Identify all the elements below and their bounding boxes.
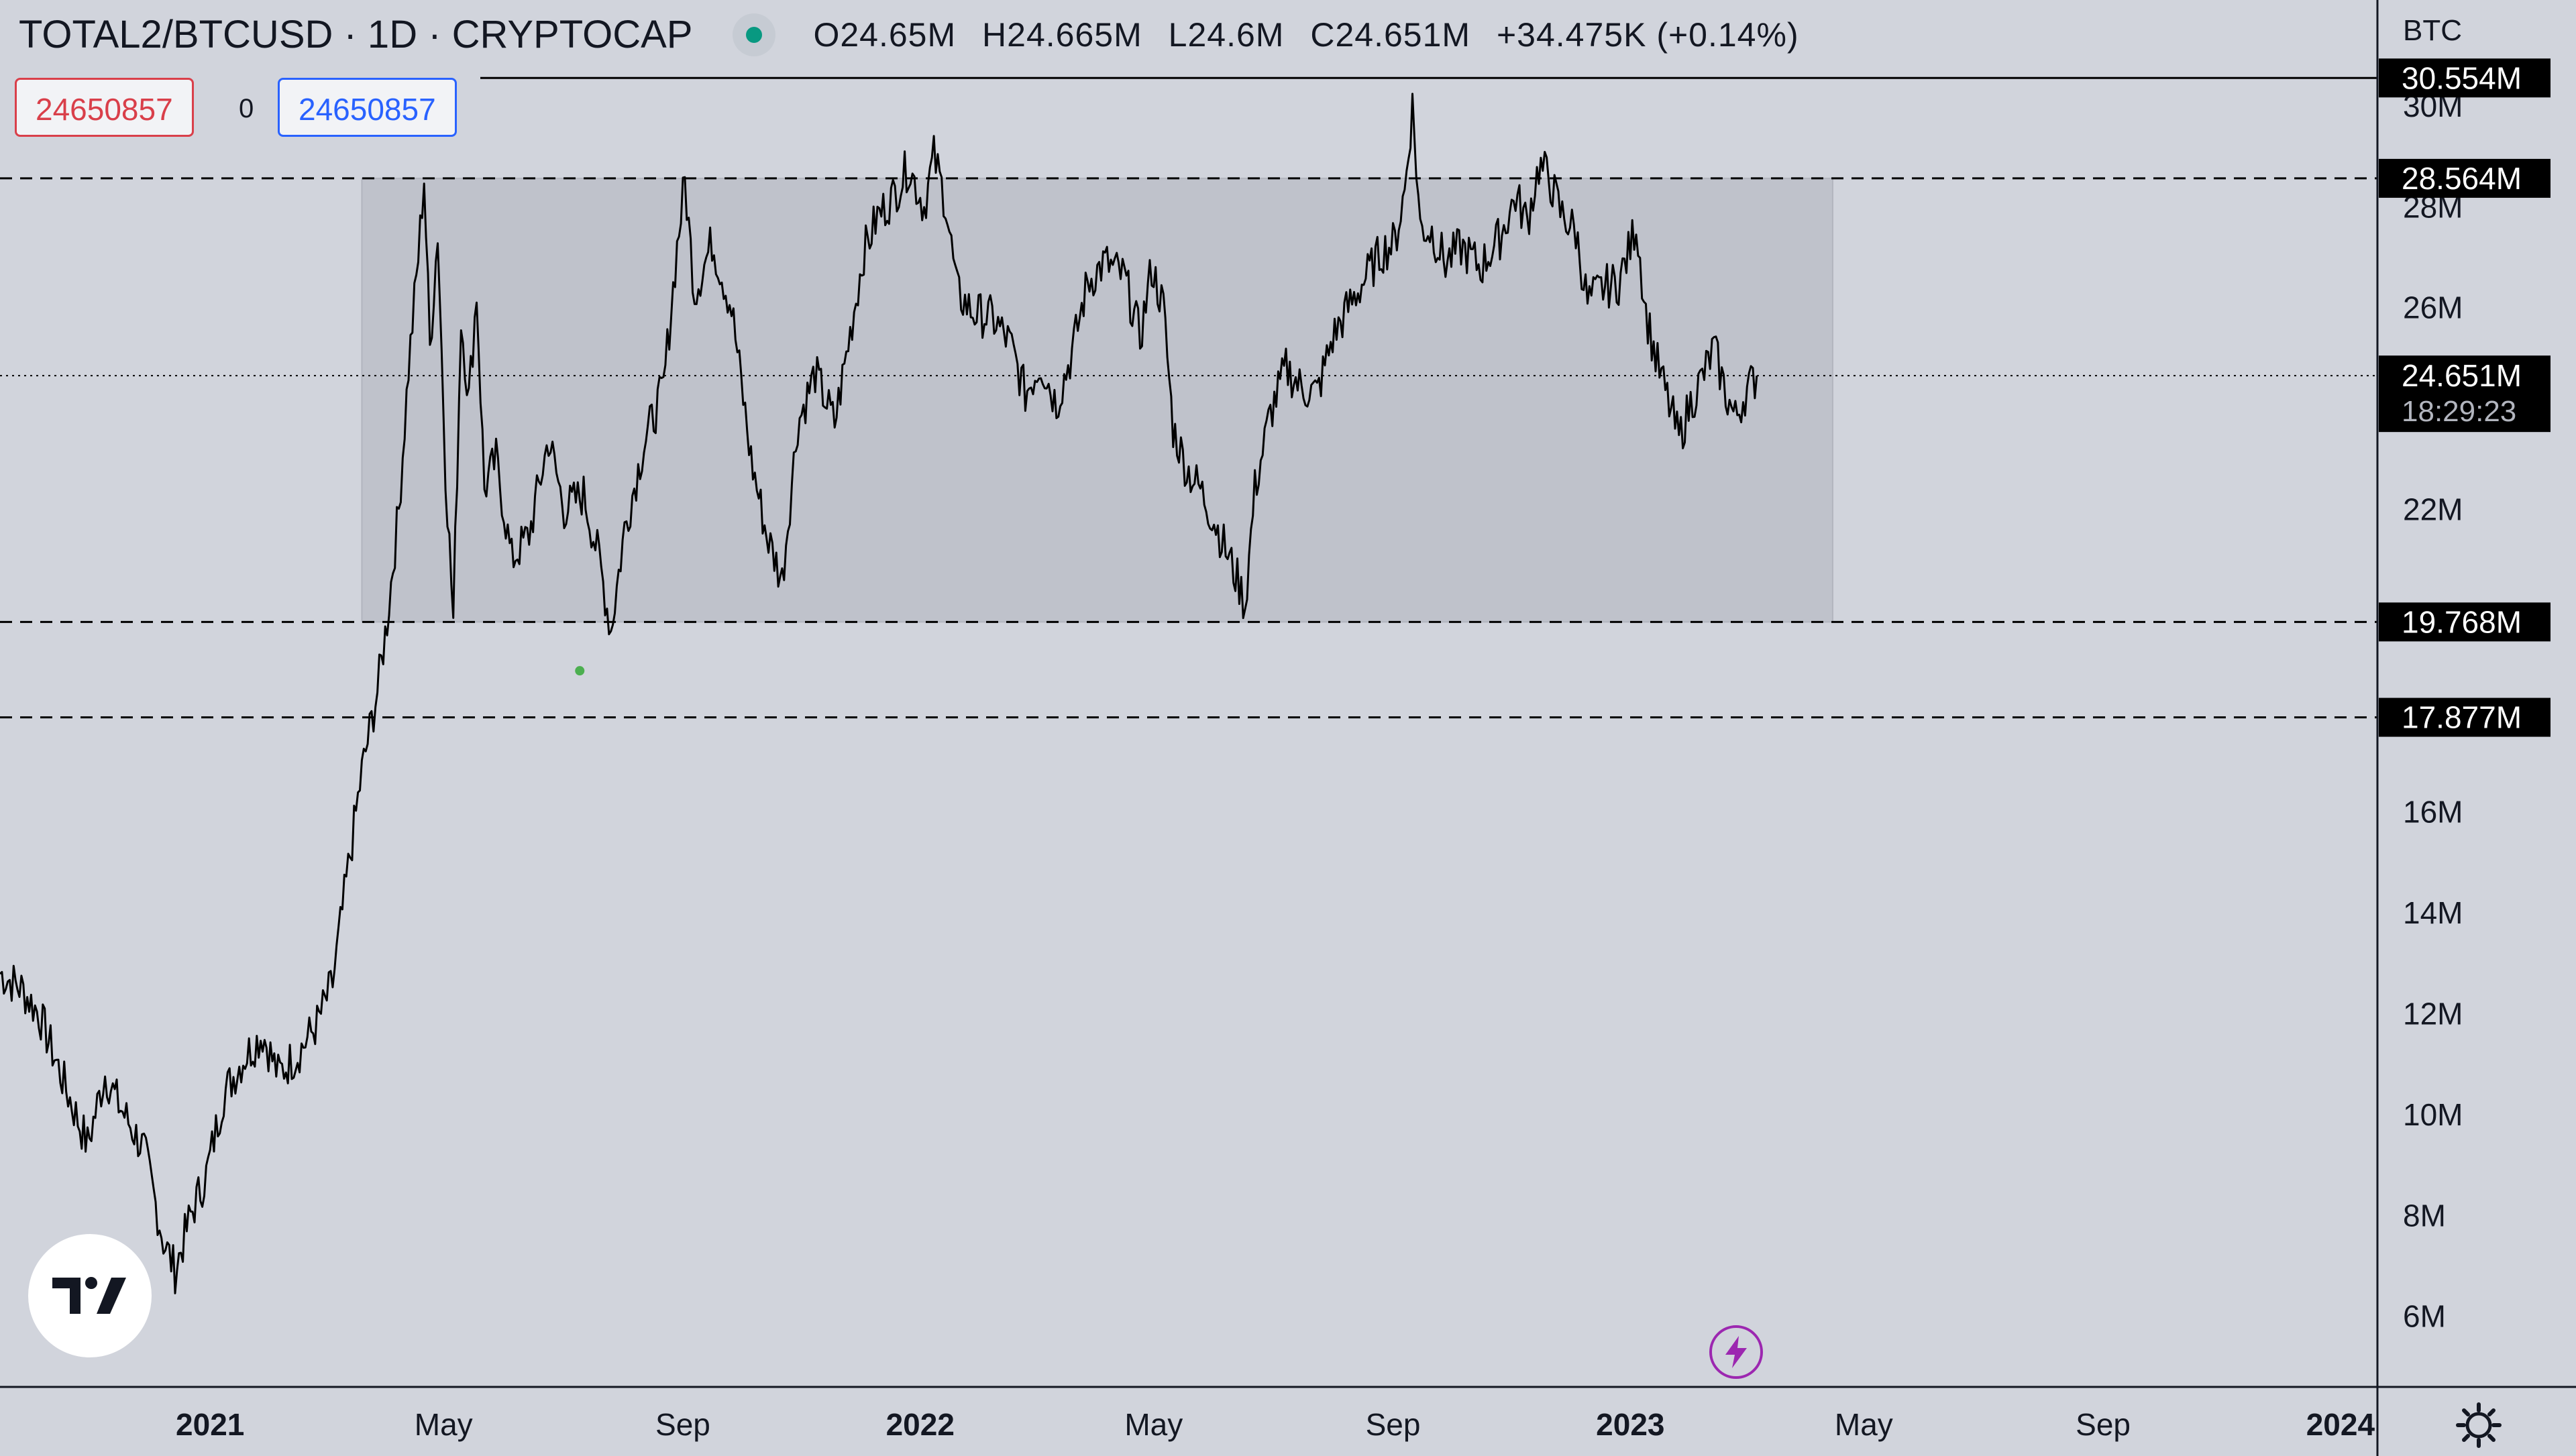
ohlc-change: +34.475K (+0.14%)	[1496, 15, 1799, 54]
price-label-support: 19.768M	[2402, 604, 2522, 639]
price-axis[interactable]: BTC30M28M26M22M16M14M12M10M8M6M30.554M28…	[2376, 0, 2551, 1456]
sell-button[interactable]: 24650857	[15, 78, 194, 137]
time-tick-label: 2021	[176, 1407, 244, 1442]
time-axis[interactable]: 2021 May Sep 2022 May Sep 2023 May Sep 2024	[0, 1386, 2576, 1442]
tradingview-logo[interactable]	[28, 1234, 152, 1357]
lightning-icon[interactable]	[1709, 1325, 1763, 1379]
price-label-high-bg	[2379, 58, 2551, 98]
time-tick-label: May	[1124, 1407, 1183, 1442]
axis-currency-label: BTC	[2403, 14, 2462, 47]
time-tick-label: 2023	[1596, 1407, 1664, 1442]
price-label-lower-support-bg	[2379, 697, 2551, 737]
plot-area[interactable]	[0, 76, 2377, 1294]
spread-value: 0	[239, 94, 254, 123]
last-price-label-bg	[2379, 355, 2551, 433]
buy-button[interactable]: 24650857	[278, 78, 457, 137]
ohlc-high: H24.665M	[982, 15, 1142, 54]
ohlc-close: C24.651M	[1310, 15, 1471, 54]
bar-countdown-label: 18:29:23	[2402, 395, 2516, 428]
price-tick-label: 8M	[2403, 1198, 2446, 1233]
price-tick-label: 14M	[2403, 895, 2463, 930]
time-tick-label: 2024	[2306, 1407, 2375, 1442]
symbol-title[interactable]: TOTAL2/BTCUSD · 1D · CRYPTOCAP	[19, 13, 693, 56]
ohlc-low: L24.6M	[1168, 15, 1285, 54]
price-label-lower-support: 17.877M	[2402, 700, 2522, 735]
price-label-resistance: 28.564M	[2402, 161, 2522, 196]
price-tick-label: 22M	[2403, 492, 2463, 527]
time-tick-label: May	[1835, 1407, 1893, 1442]
price-tick-label: 6M	[2403, 1299, 2446, 1334]
last-price-label: 24.651M	[2402, 358, 2522, 393]
tradingview-logo-icon	[52, 1277, 126, 1314]
price-tick-label: 10M	[2403, 1097, 2463, 1132]
time-tick-label: May	[415, 1407, 473, 1442]
market-status-icon[interactable]	[733, 13, 776, 56]
time-tick-label: Sep	[2076, 1407, 2131, 1442]
ohlc-open: O24.65M	[813, 15, 957, 54]
price-series-line[interactable]	[0, 93, 1758, 1294]
time-tick-label: Sep	[655, 1407, 710, 1442]
ohlc-readout: O24.65M H24.665M L24.6M C24.651M +34.475…	[813, 15, 1815, 54]
chart-header: TOTAL2/BTCUSD · 1D · CRYPTOCAP O24.65M H…	[19, 12, 1815, 57]
price-tick-label: 12M	[2403, 997, 2463, 1031]
price-label-resistance-bg	[2379, 158, 2551, 198]
signal-marker	[575, 666, 585, 676]
price-tick-label: 16M	[2403, 795, 2463, 830]
price-label-support-bg	[2379, 602, 2551, 642]
time-tick-label: Sep	[1366, 1407, 1421, 1442]
range-rectangle[interactable]	[361, 177, 1833, 623]
price-tick-label: 26M	[2403, 290, 2463, 325]
settings-icon[interactable]	[2455, 1402, 2502, 1449]
time-tick-label: 2022	[886, 1407, 955, 1442]
price-label-high: 30.554M	[2402, 60, 2522, 95]
